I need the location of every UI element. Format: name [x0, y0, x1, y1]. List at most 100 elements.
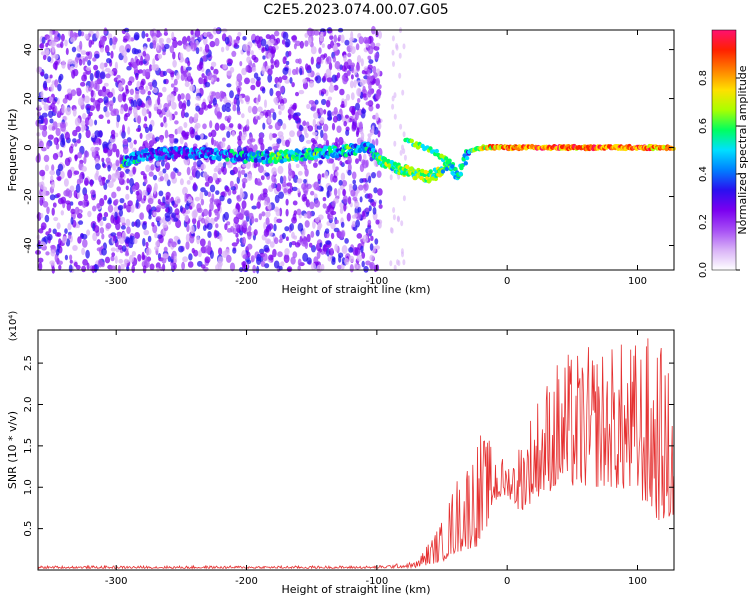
- spectrogram-noise-cell: [210, 129, 217, 138]
- spectrogram-noise-cell: [229, 180, 234, 188]
- spectrogram-noise-cell: [368, 205, 372, 212]
- spectrogram-noise-cell: [73, 170, 80, 175]
- spectrogram-noise-cell: [222, 250, 228, 258]
- spectrogram-noise-cell: [196, 235, 201, 245]
- spectrogram-noise-cell: [122, 124, 125, 133]
- spectrogram-noise-cell: [339, 202, 344, 209]
- spectrogram-noise-cell: [361, 260, 365, 268]
- spectrogram-noise-cell: [202, 225, 207, 231]
- spectrogram-noise-cell: [242, 254, 248, 260]
- spectrogram-noise-cell: [188, 116, 194, 124]
- spectrogram-noise-cell: [156, 32, 163, 37]
- spectrogram-noise-cell: [162, 51, 166, 56]
- spectrogram-noise-cell: [156, 108, 162, 115]
- spectrogram-noise-cell: [395, 43, 399, 49]
- spectrogram-noise-cell: [156, 42, 160, 51]
- spectrogram-noise-cell: [39, 42, 45, 49]
- spectrogram-noise-cell: [47, 56, 52, 63]
- spectrogram-noise-cell: [298, 89, 305, 95]
- spectrogram-noise-cell: [174, 87, 179, 93]
- spectrogram-noise-cell: [63, 178, 69, 187]
- spectrogram-noise-cell: [118, 237, 125, 245]
- spectrogram-noise-cell: [55, 127, 61, 137]
- spectrogram-noise-cell: [207, 176, 214, 184]
- spectrogram-noise-cell: [254, 218, 259, 223]
- spectrogram-noise-cell: [41, 147, 47, 152]
- spectrogram-noise-cell: [106, 51, 111, 56]
- spectrogram-noise-cell: [245, 65, 249, 73]
- spectrogram-noise-cell: [81, 247, 85, 256]
- spectrogram-noise-cell: [180, 109, 186, 119]
- spectrogram-noise-cell: [82, 259, 88, 266]
- spectrogram-noise-cell: [333, 43, 338, 52]
- spectrogram-noise-cell: [38, 262, 43, 271]
- spectrogram-noise-cell: [148, 124, 153, 132]
- spectrogram-noise-cell: [137, 49, 142, 54]
- spectrogram-noise-cell: [186, 35, 191, 42]
- spectrogram-noise-cell: [267, 146, 273, 151]
- spectrogram-noise-cell: [48, 228, 52, 233]
- spectrogram-noise-cell: [339, 160, 343, 166]
- spectrogram-noise-cell: [43, 80, 48, 89]
- spectrogram-noise-cell: [365, 101, 371, 106]
- spectrogram-noise-cell: [145, 164, 151, 173]
- spectrogram-noise-cell: [226, 70, 233, 76]
- spectrogram-noise-cell: [96, 203, 101, 209]
- spectrogram-noise-cell: [274, 59, 280, 68]
- spectrogram-noise-cell: [213, 167, 218, 173]
- spectrogram-noise-cell: [365, 43, 369, 48]
- spectrogram-noise-cell: [135, 190, 140, 196]
- spectrogram-noise-cell: [308, 80, 315, 88]
- spectrogram-noise-cell: [252, 264, 257, 274]
- spectrogram-noise-cell: [200, 163, 206, 170]
- spectrogram-ridge-cell: [225, 157, 230, 162]
- spectrogram-noise-cell: [146, 37, 151, 42]
- spectrogram-noise-cell: [209, 202, 214, 212]
- spectrogram-noise-cell: [43, 154, 50, 163]
- spectrogram-noise-cell: [367, 91, 372, 98]
- spectrogram-noise-cell: [135, 219, 141, 228]
- spectrogram-noise-cell: [94, 119, 98, 126]
- spectrogram-noise-cell: [40, 71, 45, 76]
- spectrogram-noise-cell: [137, 253, 142, 262]
- spectrogram-noise-cell: [260, 142, 265, 151]
- spectrogram-noise-cell: [196, 64, 203, 71]
- spectrogram-noise-cell: [140, 88, 146, 95]
- spectrogram-noise-cell: [260, 260, 266, 267]
- spectrogram-noise-cell: [267, 74, 273, 83]
- spectrogram-noise-cell: [127, 200, 133, 207]
- spectrogram-noise-cell: [185, 93, 191, 102]
- spectrogram-noise-cell: [256, 76, 261, 82]
- spectrogram-noise-cell: [127, 80, 133, 86]
- spectrogram-noise-cell: [159, 39, 163, 48]
- spectrogram-noise-cell: [229, 90, 234, 99]
- spectrogram-noise-cell: [194, 134, 201, 140]
- spectrogram-noise-cell: [244, 209, 250, 217]
- spectrogram-noise-cell: [47, 134, 54, 140]
- spectrogram-noise-cell: [315, 75, 322, 84]
- spectrogram-noise-cell: [282, 175, 287, 183]
- spectrogram-noise-cell: [208, 132, 213, 138]
- spectrogram-noise-cell: [224, 36, 230, 45]
- x-tick-label: -200: [235, 276, 258, 287]
- spectrogram-noise-cell: [177, 239, 181, 245]
- spectrogram-noise-cell: [54, 253, 59, 263]
- spectrogram-noise-cell: [111, 143, 117, 153]
- spectrogram-ridge-cell: [140, 157, 146, 162]
- spectrogram-noise-cell: [267, 231, 273, 237]
- spectrogram-noise-cell: [261, 65, 266, 75]
- spectrogram-noise-cell: [220, 141, 226, 148]
- colorbar-tick-label: 0.8: [698, 70, 709, 86]
- spectrogram-noise-cell: [247, 105, 252, 114]
- spectrogram-noise-cell: [234, 94, 240, 100]
- spectrogram-noise-cell: [242, 220, 248, 229]
- spectrogram-noise-cell: [172, 59, 177, 68]
- spectrogram-noise-cell: [89, 73, 94, 81]
- spectrogram-noise-cell: [132, 166, 136, 175]
- spectrogram-noise-cell: [293, 210, 297, 216]
- spectrogram-noise-cell: [358, 184, 364, 191]
- spectrogram-noise-cell: [332, 257, 336, 263]
- spectrogram-noise-cell: [91, 265, 96, 274]
- spectrogram-noise-cell: [282, 123, 287, 130]
- spectrogram-noise-cell: [141, 107, 147, 117]
